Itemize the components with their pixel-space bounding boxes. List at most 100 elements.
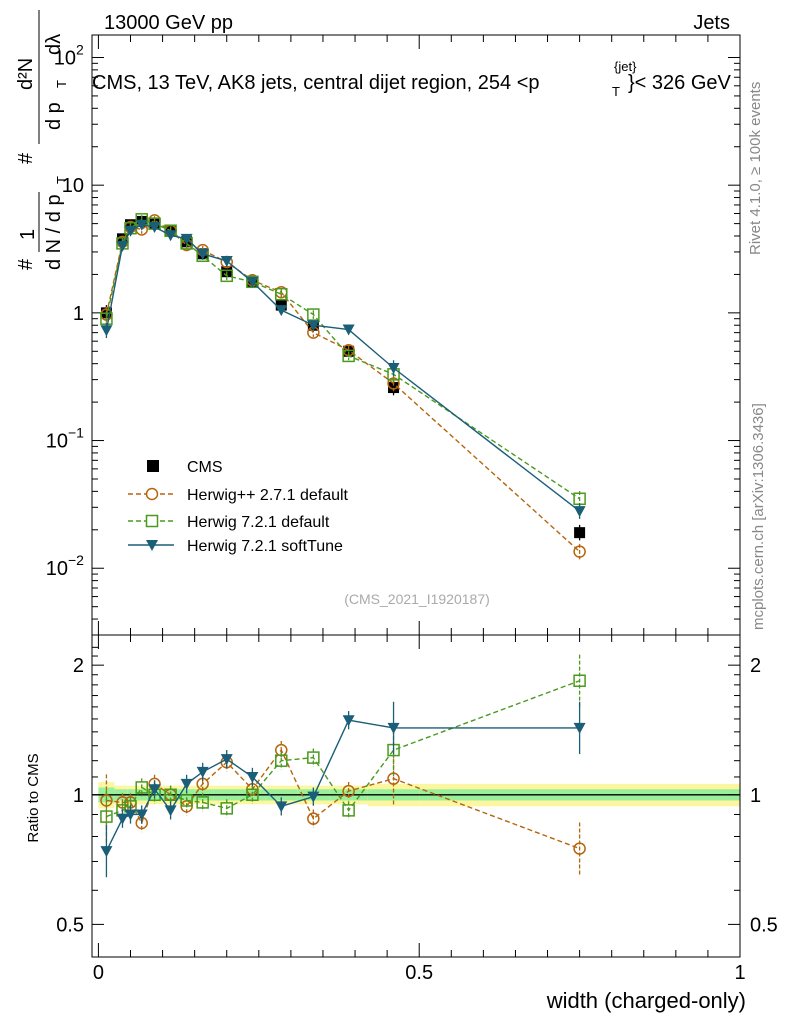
- legend: CMS Herwig++ 2.7.1 default Herwig 7.2.1 …: [128, 459, 349, 555]
- ratio-data-point: [135, 781, 148, 794]
- header-right: Jets: [693, 12, 730, 34]
- data-point: [574, 527, 586, 539]
- ylabel-sub: T: [54, 176, 69, 184]
- ratio-data-point: [246, 788, 259, 802]
- data-point: [342, 324, 355, 336]
- ratio-data-point: [342, 784, 355, 798]
- ratio-data-point: [275, 754, 288, 767]
- data-point: [275, 299, 287, 311]
- y-tick-label: 10: [46, 431, 68, 453]
- ylabel-num2: d²N: [15, 58, 37, 90]
- data-point: [343, 345, 355, 357]
- data-point: [135, 219, 148, 231]
- ratio-data-point: [220, 802, 233, 815]
- title-sup: {jet}: [614, 59, 637, 74]
- ratio-data-point: [100, 846, 113, 858]
- data-point: [196, 248, 209, 260]
- ratio-data-point: [307, 812, 320, 825]
- ratio-data-point: [135, 809, 148, 821]
- ratio-data-point: [307, 751, 320, 764]
- ratio-data-point: [573, 842, 586, 855]
- ylabel-sub2: T: [54, 80, 69, 88]
- data-point: [573, 545, 586, 558]
- data-point: [387, 362, 400, 374]
- ratio-y-tick-label-right: 1: [750, 785, 761, 807]
- ylabel-hash1: #: [15, 258, 37, 270]
- data-point: [180, 233, 193, 245]
- ratio-data-point: [196, 766, 209, 778]
- data-point: [275, 287, 288, 301]
- ratio-y-tick-label-right: 2: [750, 655, 761, 677]
- ratio-data-point: [124, 809, 137, 821]
- legend-soft-marker: [146, 540, 158, 551]
- rivet-label: Rivet 4.1.0, ≥ 100k events: [747, 82, 764, 255]
- ylabel-den2: d p: [43, 102, 65, 130]
- watermark: (CMS_2021_I1920187): [344, 591, 490, 607]
- ratio-data-point: [164, 788, 177, 802]
- ratio-data-point: [275, 801, 288, 813]
- legend-h7-label: Herwig 7.2.1 default: [187, 514, 330, 531]
- ratio-data-point: [116, 813, 129, 825]
- x-axis-label: width (charged-only): [546, 988, 746, 1013]
- ratio-data-point: [342, 804, 355, 817]
- legend-cms-label: CMS: [187, 459, 223, 476]
- ylabel-dl: dλ: [43, 34, 65, 55]
- ratio-data-point: [573, 674, 586, 687]
- ratio-y-tick-label: 0.5: [56, 914, 84, 936]
- ratio-data-point: [196, 796, 209, 809]
- data-point: [220, 269, 233, 283]
- ratio-data-point: [246, 771, 259, 783]
- y-tick-exponent: −2: [68, 552, 84, 568]
- data-point: [387, 377, 400, 390]
- ratio-frame: [91, 634, 741, 958]
- data-point: [220, 255, 233, 267]
- ratio-data-point: [342, 715, 355, 727]
- data-point: [307, 308, 320, 321]
- ratio-data-point: [387, 722, 400, 734]
- y-tick-label: 10: [46, 558, 68, 580]
- ylabel-hash2: #: [15, 152, 37, 164]
- main-ylabel: # 1 d N / d p T # d²N d p T dλ: [15, 10, 69, 270]
- legend-hpp-label: Herwig++ 2.7.1 default: [187, 487, 349, 504]
- title-sub: T: [612, 84, 620, 99]
- ratio-y-tick-label: 1: [73, 785, 84, 807]
- data-point: [342, 349, 355, 363]
- x-tick-label: 1: [734, 962, 745, 984]
- title-main: CMS, 13 TeV, AK8 jets, central dijet reg…: [92, 72, 540, 94]
- data-point: [388, 382, 400, 394]
- mcplots-label: mcplots.cern.ch [arXiv:1306.3436]: [750, 403, 767, 630]
- y-tick-exponent: 2: [76, 41, 84, 57]
- ratio-data-point: [307, 791, 320, 803]
- header-left: 13000 GeV pp: [104, 12, 233, 34]
- data-point: [307, 320, 320, 332]
- data-point: [124, 225, 137, 237]
- data-point: [148, 222, 161, 234]
- ratio-y-tick-label: 2: [73, 655, 84, 677]
- ratio-y-tick-label-right: 0.5: [750, 914, 778, 936]
- y-tick-label: 10: [54, 47, 76, 69]
- ratio-data-point: [220, 754, 233, 766]
- data-point: [164, 230, 177, 242]
- legend-hpp-marker: [145, 487, 159, 501]
- y-tick-label: 1: [73, 303, 84, 325]
- data-point: [100, 325, 113, 337]
- ratio-data-point: [573, 722, 586, 734]
- data-point: [275, 305, 288, 317]
- ylabel-den: d N / d p: [43, 194, 65, 270]
- ratio-data-point: [180, 778, 193, 790]
- ratio-data-point: [100, 810, 113, 823]
- y-tick-label: 10: [62, 175, 84, 197]
- series-line: [105, 223, 581, 512]
- data-point: [246, 276, 259, 288]
- title-end: }< 326 GeV: [628, 72, 732, 94]
- ratio-data-point: [164, 805, 177, 817]
- legend-cms-marker: [147, 460, 159, 472]
- ratio-ylabel: Ratio to CMS: [25, 753, 42, 842]
- plot-title: CMS, 13 TeV, AK8 jets, central dijet reg…: [92, 59, 732, 99]
- data-point: [573, 506, 586, 518]
- ratio-data-point: [148, 784, 161, 796]
- data-point: [116, 240, 129, 252]
- ratio-data-point: [180, 794, 193, 807]
- data-marks: [100, 213, 586, 878]
